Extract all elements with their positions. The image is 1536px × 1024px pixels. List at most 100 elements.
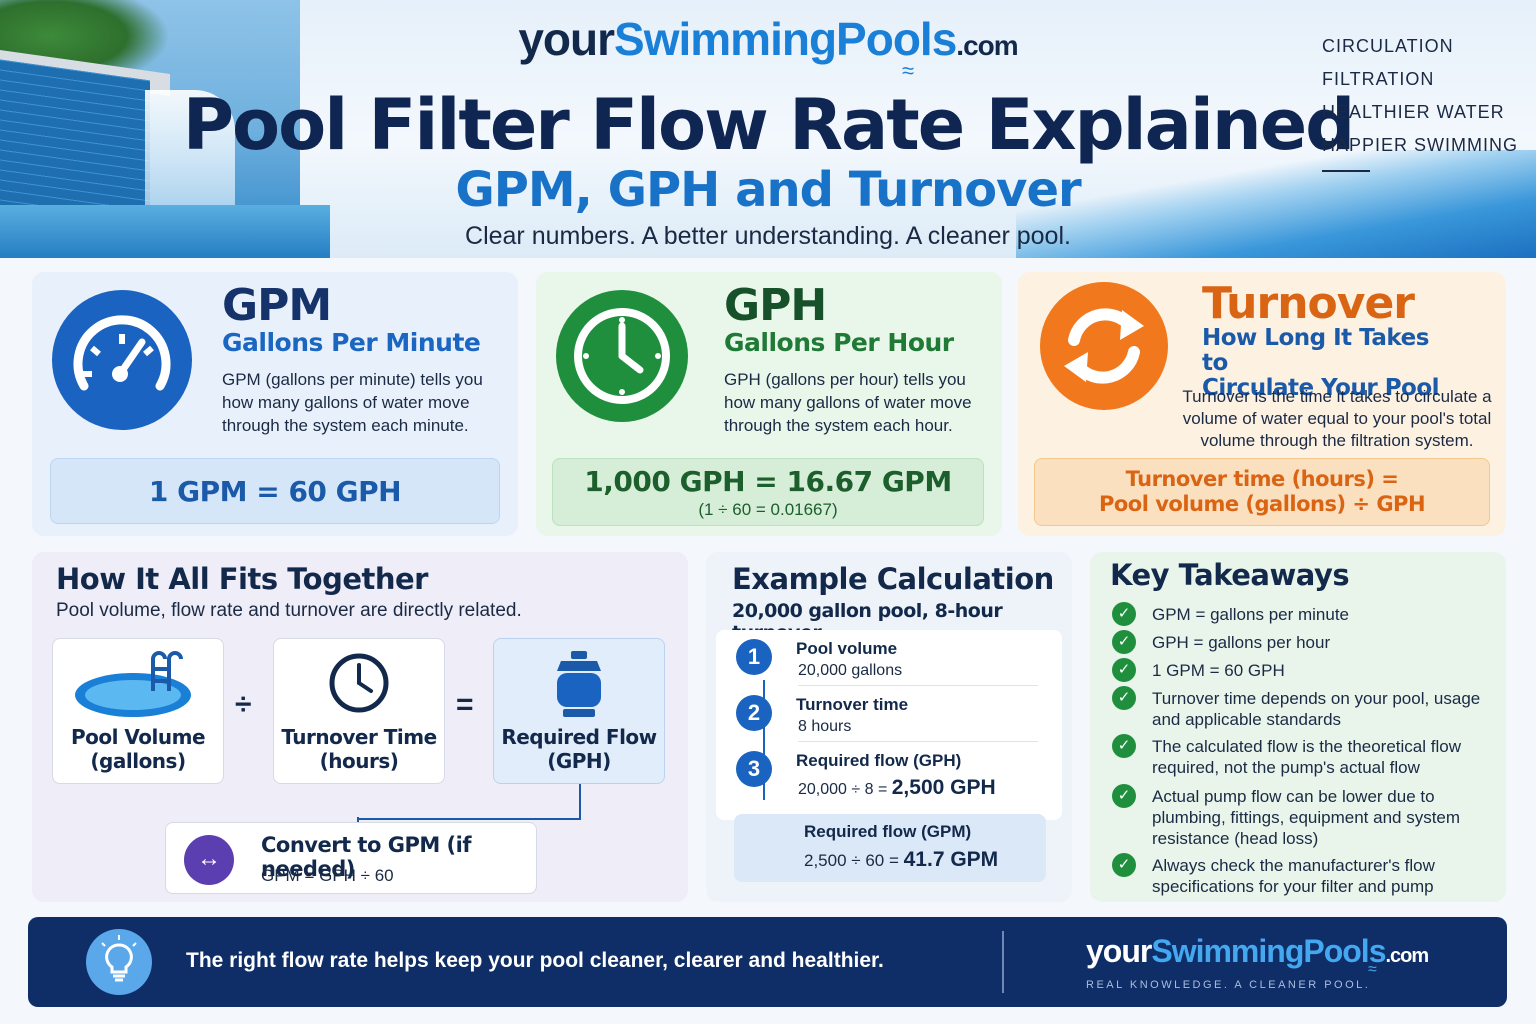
step-number: 1: [736, 639, 772, 675]
result-calc: 2,500 ÷ 60 =: [804, 851, 899, 870]
calculation-step: 3 Required flow (GPH) 20,000 ÷ 8 = 2,500…: [716, 742, 1062, 800]
box-label-line: Required Flow: [501, 725, 657, 749]
footer-message: The right flow rate helps keep your pool…: [186, 949, 884, 972]
gph-formula: 1,000 GPH = 16.67 GPM (1 ÷ 60 = 0.01667): [552, 458, 984, 526]
required-flow-box: Required Flow (GPH): [493, 638, 665, 784]
step-value: 8 hours: [798, 718, 852, 735]
clock-icon: [329, 653, 389, 713]
benefit-item: HEALTHIER WATER: [1322, 102, 1505, 122]
turnover-formula-line: Pool volume (gallons) ÷ GPH: [1098, 492, 1426, 516]
calculation-step: 1 Pool volume 20,000 gallons: [716, 630, 1062, 686]
example-calculation-panel: Example Calculation 20,000 gallon pool, …: [706, 552, 1072, 902]
section-title: How It All Fits Together: [56, 562, 428, 596]
gph-acronym: GPH: [724, 280, 827, 331]
benefit-list: CIRCULATION FILTRATION HEALTHIER WATER H…: [1322, 36, 1518, 168]
result-number: 41.7 GPM: [903, 848, 999, 871]
convert-gpm-box: ↔ Convert to GPM (if needed) GPM = GPH ÷…: [165, 822, 537, 894]
calculation-steps: 1 Pool volume 20,000 gallons 2 Turnover …: [716, 630, 1062, 820]
box-label-line: (hours): [319, 749, 399, 773]
section-title: Key Takeaways: [1110, 558, 1350, 592]
gph-description: GPH (gallons per hour) tells you how man…: [724, 370, 972, 435]
section-subtitle: Pool volume, flow rate and turnover are …: [56, 600, 522, 621]
gpm-result-box: Required flow (GPM) 2,500 ÷ 60 = 41.7 GP…: [734, 814, 1046, 882]
key-takeaways-panel: Key Takeaways ✓ GPM = gallons per minute…: [1090, 552, 1506, 902]
gpm-formula: 1 GPM = 60 GPH: [50, 458, 500, 524]
check-icon: ✓: [1112, 658, 1136, 682]
turnover-formula-line: Turnover time (hours) =: [1125, 467, 1399, 491]
step-calc: 20,000 ÷ 8 =: [798, 781, 888, 798]
footer-logo[interactable]: yourSwimmingPools.com: [1086, 933, 1429, 969]
check-icon: ✓: [1112, 853, 1136, 877]
speedometer-icon: [52, 290, 192, 430]
box-label: Pool Volume (gallons): [53, 725, 223, 773]
footer-tagline: REAL KNOWLEDGE. A CLEANER POOL.: [1086, 979, 1371, 991]
gph-card: GPH Gallons Per Hour GPH (gallons per ho…: [536, 272, 1002, 536]
arrows-horizontal-icon: ↔: [184, 835, 234, 885]
divider: [1322, 170, 1370, 172]
step-value: 20,000 ÷ 8 = 2,500 GPH: [798, 776, 996, 800]
step-label: Pool volume: [796, 639, 898, 658]
turnover-name: How Long It Takes to Circulate Your Pool: [1202, 326, 1462, 401]
pool-icon: [75, 651, 191, 717]
calculation-step: 2 Turnover time 8 hours: [716, 686, 1062, 742]
box-label-line: Pool Volume: [70, 725, 206, 749]
step-number: 3: [736, 751, 772, 787]
gpm-card: GPM Gallons Per Minute GPM (gallons per …: [32, 272, 518, 536]
logo-wave-icon: ≈: [902, 58, 915, 83]
box-label-line: (gallons): [90, 749, 186, 773]
footer-banner: The right flow rate helps keep your pool…: [28, 917, 1507, 1007]
equals-operator: =: [456, 688, 474, 721]
box-label-line: (GPH): [547, 749, 611, 773]
page-tagline: Clear numbers. A better understanding. A…: [465, 222, 1071, 250]
logo-wave-icon: ≈: [1368, 961, 1377, 978]
turnover-title: Turnover: [1202, 278, 1415, 329]
step-connector: [763, 680, 765, 800]
benefit-item: FILTRATION: [1322, 69, 1435, 89]
step-result: 2,500 GPH: [891, 776, 996, 799]
gph-formula-main: 1,000 GPH = 16.67 GPM: [584, 465, 952, 498]
check-icon: ✓: [1112, 784, 1136, 808]
turnover-time-box: Turnover Time (hours): [273, 638, 445, 784]
box-label: Turnover Time (hours): [274, 725, 444, 773]
check-icon: ✓: [1112, 602, 1136, 626]
result-label: Required flow (GPM): [804, 822, 972, 841]
step-label: Required flow (GPH): [796, 751, 962, 770]
gph-formula-note: (1 ÷ 60 = 0.01667): [698, 500, 838, 519]
step-number: 2: [736, 695, 772, 731]
takeaway-text: The calculated flow is the theoretical f…: [1152, 737, 1461, 777]
waterfall-image: [0, 0, 330, 258]
page-title: Pool Filter Flow Rate Explained: [182, 84, 1356, 166]
turnover-card: Turnover How Long It Takes to Circulate …: [1018, 272, 1506, 536]
filter-tank-icon: [557, 651, 601, 717]
takeaway-text: 1 GPM = 60 GPH: [1152, 661, 1285, 680]
gpm-name: Gallons Per Minute: [222, 328, 481, 357]
lightbulb-icon: [86, 929, 152, 995]
convert-title: Convert to GPM (if needed): [261, 833, 471, 881]
divide-operator: ÷: [235, 688, 252, 721]
wave-image: [1016, 150, 1536, 258]
connector-arrow: [357, 784, 581, 829]
check-icon: ✓: [1112, 686, 1136, 710]
takeaway-text: Always check the manufacturer's flow spe…: [1152, 856, 1435, 896]
box-label-line: Turnover Time: [281, 725, 437, 749]
divider: [1002, 931, 1004, 993]
check-icon: ✓: [1112, 630, 1136, 654]
benefit-item: CIRCULATION: [1322, 36, 1454, 56]
takeaway-text: GPH = gallons per hour: [1152, 633, 1331, 652]
site-logo[interactable]: yourSwimmingPools.com: [518, 13, 1018, 65]
pool-volume-box: Pool Volume (gallons): [52, 638, 224, 784]
step-label: Turnover time: [796, 695, 909, 714]
refresh-icon: [1040, 282, 1168, 410]
gpm-description: GPM (gallons per minute) tells you how m…: [222, 370, 483, 435]
check-icon: ✓: [1112, 734, 1136, 758]
turnover-description: Turnover is the time it takes to circula…: [1182, 387, 1492, 450]
benefit-item: HAPPIER SWIMMING: [1322, 135, 1519, 155]
turnover-name-line: How Long It Takes to: [1202, 325, 1429, 376]
box-label: Required Flow (GPH): [494, 725, 664, 773]
takeaway-text: GPM = gallons per minute: [1152, 605, 1350, 624]
takeaway-text: Actual pump flow can be lower due to plu…: [1152, 787, 1461, 848]
turnover-name-line: Circulate Your Pool: [1202, 375, 1440, 401]
turnover-formula: Turnover time (hours) = Pool volume (gal…: [1034, 458, 1490, 526]
clock-icon: [556, 290, 688, 422]
step-value: 20,000 gallons: [798, 662, 903, 679]
